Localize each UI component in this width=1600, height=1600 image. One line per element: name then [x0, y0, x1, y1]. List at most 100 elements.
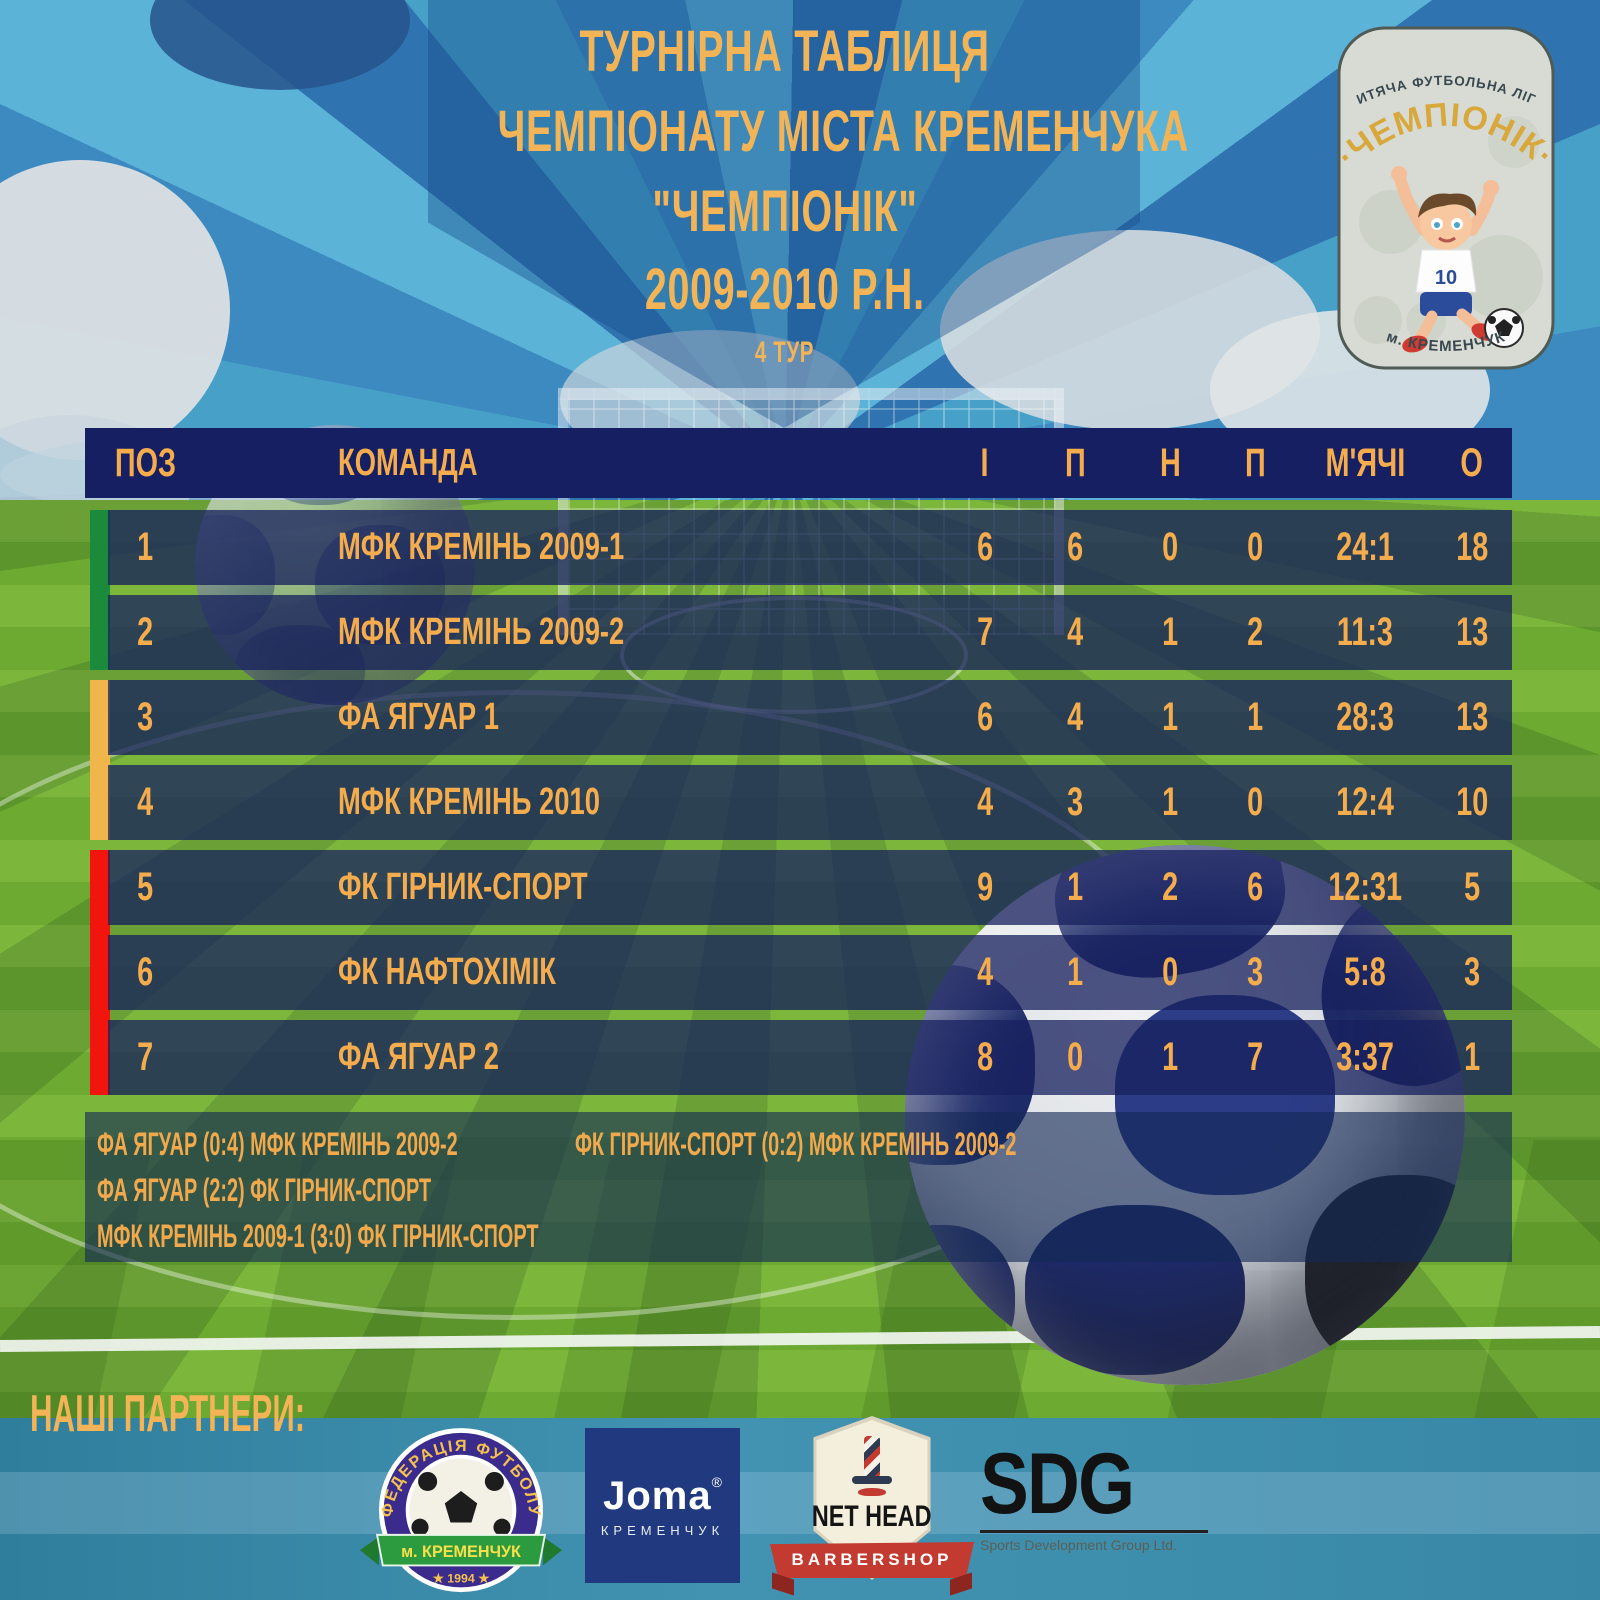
badge-boy-figure: 10 [1391, 166, 1524, 353]
header-pos: ПОЗ [114, 440, 176, 485]
row-wins: 1 [1066, 865, 1084, 909]
divider [980, 1529, 1208, 1533]
partners-label-text: НАШІ ПАРТНЕРИ: [30, 1385, 306, 1443]
results-panel: ФА ЯГУАР (0:4) МФК КРЕМІНЬ 2009-2 ФК ГІР… [85, 1112, 1512, 1262]
barber-pole-icon [864, 1436, 880, 1478]
row-losses: 2 [1246, 610, 1264, 654]
row-wins: 4 [1066, 610, 1084, 654]
zone-bar-green [90, 510, 110, 670]
federation-ribbon-text: м. КРЕМЕНЧУК [401, 1543, 521, 1561]
row-played: 9 [976, 865, 994, 909]
row-played: 4 [976, 950, 994, 994]
title-line-3: "ЧЕМПІОНІК" [652, 179, 918, 244]
row-losses: 3 [1246, 950, 1264, 994]
row-goals: 5:8 [1344, 950, 1386, 994]
row-goals: 24:1 [1336, 525, 1394, 569]
row-points: 10 [1455, 780, 1489, 824]
row-pos: 7 [136, 1035, 154, 1079]
joma-city: КРЕМЕНЧУК [600, 1522, 725, 1538]
header-draws: Н [1159, 440, 1181, 485]
table-row: 3 ФА ЯГУАР 1 6 4 1 1 28:3 13 [85, 680, 1512, 755]
sdg-logo: SDG Sports Development Group Ltd. [980, 1436, 1220, 1553]
joma-name: Joma [603, 1473, 712, 1518]
header-team: КОМАНДА [338, 441, 478, 484]
table-header: ПОЗ КОМАНДА І П Н П М'ЯЧІ О [85, 428, 1512, 498]
row-pos: 4 [136, 780, 154, 824]
row-points: 13 [1455, 610, 1489, 654]
table-row: 2 МФК КРЕМІНЬ 2009-2 7 4 1 2 11:3 13 [85, 595, 1512, 670]
joma-logo: Joma® КРЕМЕНЧУК [585, 1428, 740, 1583]
row-pos: 1 [136, 525, 154, 569]
row-draws: 1 [1161, 1035, 1179, 1079]
row-points: 5 [1463, 865, 1481, 909]
row-wins: 4 [1066, 695, 1084, 739]
row-team: ФА ЯГУАР 2 [338, 1036, 499, 1078]
row-team: МФК КРЕМІНЬ 2010 [338, 781, 600, 823]
row-played: 6 [976, 525, 994, 569]
header-played: І [980, 440, 990, 485]
row-points: 3 [1463, 950, 1481, 994]
result-item: ФК ГІРНИК-СПОРТ (0:2) МФК КРЕМІНЬ 2009-2 [575, 1126, 1017, 1162]
header-goals: М'ЯЧІ [1325, 440, 1405, 485]
title-line-4: 2009-2010 Р.Н. [645, 257, 925, 322]
mustache-icon [858, 1488, 886, 1496]
zone-bar-red [90, 850, 110, 1095]
row-wins: 0 [1066, 1035, 1084, 1079]
federation-year-text: ★ 1994 ★ [433, 1572, 490, 1586]
row-played: 4 [976, 780, 994, 824]
row-wins: 6 [1066, 525, 1084, 569]
result-item: МФК КРЕМІНЬ 2009-1 (3:0) ФК ГІРНИК-СПОРТ [97, 1218, 539, 1254]
row-goals: 3:37 [1336, 1035, 1394, 1079]
table-row: 1 МФК КРЕМІНЬ 2009-1 6 6 0 0 24:1 18 [85, 510, 1512, 585]
row-draws: 2 [1161, 865, 1179, 909]
sdg-name: SDG [980, 1436, 1135, 1532]
partners-label: НАШІ ПАРТНЕРИ: [30, 1384, 489, 1444]
row-points: 13 [1455, 695, 1489, 739]
table-row: 7 ФА ЯГУАР 2 8 0 1 7 3:37 1 [85, 1020, 1512, 1095]
row-played: 8 [976, 1035, 994, 1079]
row-losses: 1 [1246, 695, 1264, 739]
row-pos: 2 [136, 610, 154, 654]
row-pos: 6 [136, 950, 154, 994]
row-draws: 1 [1161, 780, 1179, 824]
header-wins: П [1064, 440, 1086, 485]
cloud [0, 160, 230, 460]
result-item: ФА ЯГУАР (0:4) МФК КРЕМІНЬ 2009-2 [97, 1126, 458, 1162]
table-row: 4 МФК КРЕМІНЬ 2010 4 3 1 0 12:4 10 [85, 765, 1512, 840]
header-points: О [1460, 440, 1484, 485]
row-goals: 11:3 [1336, 610, 1394, 654]
league-badge: ДИТЯЧА ФУТБОЛЬНА ЛІГА ·ЧЕМПІОНІК· 10 [1336, 22, 1556, 370]
row-team: ФК ГІРНИК-СПОРТ [338, 866, 588, 908]
nethead-name: NET HEAD [812, 1500, 932, 1533]
title-round: 4 ТУР [755, 336, 815, 369]
row-goals: 28:3 [1336, 695, 1394, 739]
row-draws: 1 [1161, 610, 1179, 654]
header-losses: П [1244, 440, 1266, 485]
nethead-ribbon-text: BARBERSHOP [791, 1550, 953, 1569]
sdg-subtitle: Sports Development Group Ltd. [980, 1536, 1177, 1553]
badge-jersey-number: 10 [1435, 267, 1457, 289]
nethead-ribbon: BARBERSHOP [770, 1542, 974, 1578]
nethead-logo: NET HEAD BARBERSHOP [770, 1416, 974, 1600]
row-team: ФА ЯГУАР 1 [338, 696, 499, 738]
row-wins: 1 [1066, 950, 1084, 994]
row-goals: 12:31 [1328, 865, 1402, 909]
row-losses: 6 [1246, 865, 1264, 909]
title-line-1: ТУРНІРНА ТАБЛИЦЯ [579, 19, 991, 84]
row-team: ФК НАФТОХІМІК [338, 951, 557, 993]
row-points: 1 [1463, 1035, 1481, 1079]
row-team: МФК КРЕМІНЬ 2009-2 [338, 611, 625, 653]
row-team: МФК КРЕМІНЬ 2009-1 [338, 526, 625, 568]
row-draws: 1 [1161, 695, 1179, 739]
row-played: 6 [976, 695, 994, 739]
row-played: 7 [976, 610, 994, 654]
registered-mark-icon: ® [711, 1473, 722, 1490]
table-row: 5 ФК ГІРНИК-СПОРТ 9 1 2 6 12:31 5 [85, 850, 1512, 925]
result-item: ФА ЯГУАР (2:2) ФК ГІРНИК-СПОРТ [97, 1172, 432, 1208]
row-draws: 0 [1161, 525, 1179, 569]
row-losses: 7 [1246, 1035, 1264, 1079]
row-losses: 0 [1246, 525, 1264, 569]
row-pos: 5 [136, 865, 154, 909]
federation-logo: ФЕДЕРАЦІЯ ФУТБОЛУ м. КРЕМЕНЧУК ★ 1994 ★ [359, 1428, 563, 1593]
